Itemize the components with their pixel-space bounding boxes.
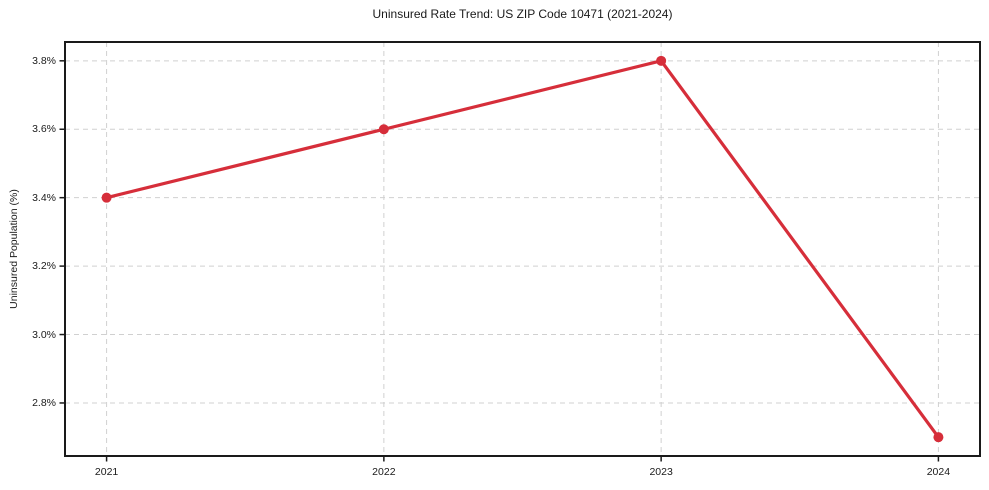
x-tick-label: 2023 [649, 466, 673, 478]
data-point [101, 192, 112, 203]
data-point [656, 55, 667, 66]
x-tick-label: 2021 [94, 466, 119, 478]
x-tick-label: 2022 [372, 466, 396, 478]
plot-border [64, 41, 981, 457]
x-tick-label: 2024 [926, 466, 951, 478]
y-tick-label: 2.8% [32, 396, 56, 409]
chart-title: Uninsured Rate Trend: US ZIP Code 10471 … [372, 7, 673, 21]
y-tick-label: 3.6% [32, 123, 56, 136]
y-tick-label: 3.8% [32, 54, 56, 67]
y-tick-label: 3.0% [32, 328, 56, 341]
y-tick-label: 3.4% [32, 191, 56, 204]
y-tick-label: 3.2% [32, 260, 56, 273]
trend-line [104, 59, 941, 439]
data-point [933, 432, 944, 443]
data-point [378, 124, 389, 135]
